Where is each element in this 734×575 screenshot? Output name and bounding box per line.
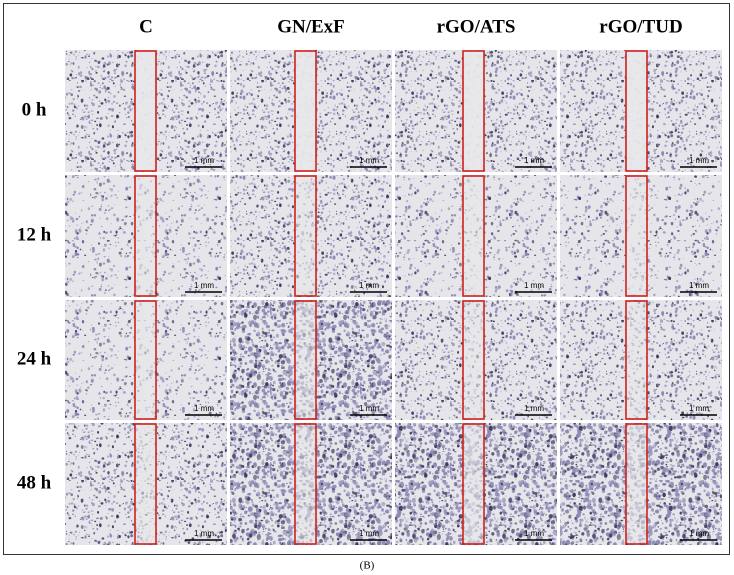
scale-bar-label: 1 mm	[194, 156, 214, 165]
scratch-zone	[295, 51, 316, 171]
scale-bar-label: 1 mm	[689, 404, 709, 413]
scale-bar-label: 1 mm	[359, 404, 379, 413]
micrograph: 1 mm	[230, 423, 392, 545]
scratch-zone	[135, 51, 156, 171]
scratch-zone	[463, 51, 484, 171]
column-header: GN/ExF	[277, 16, 345, 37]
scratch-outline	[134, 50, 157, 172]
scratch-outline	[462, 50, 485, 172]
scratch-zone	[295, 424, 316, 544]
micrograph: 1 mm	[230, 50, 392, 172]
micrograph: 1 mm	[560, 300, 722, 420]
scale-bar-label: 1 mm	[524, 156, 544, 165]
scale-bar-label: 1 mm	[524, 529, 544, 538]
scratch-outline	[294, 50, 317, 172]
micrograph: 1 mm	[395, 423, 557, 545]
panel-border	[3, 3, 730, 555]
scratch-zone	[626, 424, 647, 544]
column-header: rGO/TUD	[599, 16, 682, 37]
scale-bar-label: 1 mm	[359, 156, 379, 165]
scale-bar-label: 1 mm	[689, 281, 709, 290]
scale-bar-label: 1 mm	[359, 281, 379, 290]
scratch-outline	[625, 50, 648, 172]
micrograph: 1 mm	[65, 300, 227, 420]
scratch-outline	[294, 175, 317, 297]
scale-bar-label: 1 mm	[194, 404, 214, 413]
micrograph: 1 mm	[560, 423, 722, 545]
row-label: 48 h	[17, 472, 52, 493]
scratch-outline	[625, 423, 648, 545]
scratch-outline	[625, 300, 648, 420]
row-label: 24 h	[17, 348, 52, 369]
column-header: rGO/ATS	[437, 16, 516, 37]
scratch-zone	[135, 301, 156, 419]
micrograph: 1 mm	[560, 175, 722, 297]
scratch-zone	[463, 301, 484, 419]
scale-bar-label: 1 mm	[689, 529, 709, 538]
row-label: 0 h	[22, 99, 47, 120]
scratch-outline	[134, 175, 157, 297]
micrograph: 1 mm	[560, 50, 722, 172]
scratch-outline	[462, 175, 485, 297]
scratch-zone	[135, 176, 156, 296]
scratch-outline	[134, 423, 157, 545]
micrograph: 1 mm	[395, 175, 557, 297]
scratch-outline	[294, 423, 317, 545]
scale-bar-label: 1 mm	[194, 281, 214, 290]
scratch-outline	[625, 175, 648, 297]
scale-bar-label: 1 mm	[524, 281, 544, 290]
scratch-zone	[626, 176, 647, 296]
scratch-zone	[463, 424, 484, 544]
scale-bar-label: 1 mm	[689, 156, 709, 165]
scratch-zone	[295, 301, 316, 419]
scratch-outline	[462, 423, 485, 545]
caption: (B)	[360, 560, 375, 572]
scale-bar-label: 1 mm	[194, 529, 214, 538]
scratch-outline	[462, 300, 485, 420]
scale-bar-label: 1 mm	[524, 404, 544, 413]
micrograph: 1 mm	[65, 175, 227, 297]
micrograph: 1 mm	[395, 300, 557, 420]
micrograph: 1 mm	[230, 175, 392, 297]
scale-bar-label: 1 mm	[359, 529, 379, 538]
micrograph: 1 mm	[230, 300, 392, 420]
scratch-zone	[295, 176, 316, 296]
scratch-outline	[134, 300, 157, 420]
scratch-zone	[135, 424, 156, 544]
micrograph: 1 mm	[395, 50, 557, 172]
micrograph: 1 mm	[65, 50, 227, 172]
scratch-zone	[626, 301, 647, 419]
scratch-zone	[463, 176, 484, 296]
column-header: C	[139, 16, 153, 37]
micrograph: 1 mm	[65, 423, 227, 545]
row-label: 12 h	[17, 224, 52, 245]
scratch-outline	[294, 300, 317, 420]
scratch-zone	[626, 51, 647, 171]
